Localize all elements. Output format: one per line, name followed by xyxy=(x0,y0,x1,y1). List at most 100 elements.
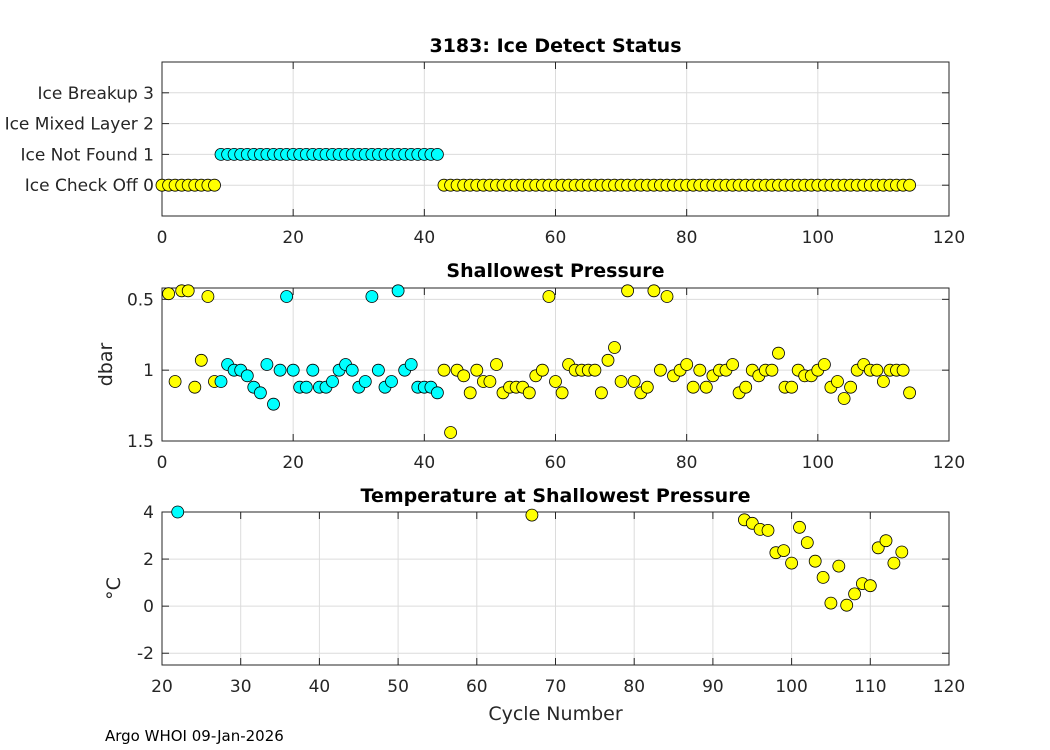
data-point xyxy=(601,353,615,367)
data-point xyxy=(640,380,654,394)
data-point xyxy=(863,579,877,593)
data-point xyxy=(595,386,608,400)
x-tick-label: 90 xyxy=(702,677,724,697)
x-tick-label: 120 xyxy=(933,228,965,248)
data-point xyxy=(654,363,667,377)
x-tick-label: 120 xyxy=(933,453,965,473)
data-point xyxy=(693,363,707,377)
data-point xyxy=(536,363,549,377)
data-point xyxy=(800,536,814,549)
data-point xyxy=(437,363,451,377)
y-tick-label: Ice Mixed Layer 2 xyxy=(5,115,154,135)
data-point xyxy=(181,284,195,298)
data-point xyxy=(818,358,831,371)
x-tick-label: 100 xyxy=(775,677,807,697)
y-axis-label: dbar xyxy=(95,343,117,387)
data-point xyxy=(621,284,634,298)
x-tick-label: 80 xyxy=(676,228,698,248)
chart-title: Shallowest Pressure xyxy=(446,260,664,282)
y-tick-label: -2 xyxy=(137,644,154,664)
data-point xyxy=(490,358,503,371)
data-point xyxy=(457,369,471,383)
data-point xyxy=(739,380,753,394)
x-tick-label: 120 xyxy=(933,677,965,697)
data-point xyxy=(831,375,844,388)
x-tick-label: 70 xyxy=(545,677,567,697)
data-point xyxy=(404,358,418,371)
y-tick-label: 2 xyxy=(143,550,154,570)
data-point xyxy=(273,363,287,377)
data-point xyxy=(483,375,497,388)
x-tick-label: 50 xyxy=(387,677,409,697)
data-point xyxy=(280,290,294,303)
data-point xyxy=(896,363,910,377)
data-point xyxy=(385,375,398,388)
footer-text: Argo WHOI 09-Jan-2026 xyxy=(105,727,284,745)
data-point xyxy=(808,554,822,568)
data-point xyxy=(844,380,857,394)
data-point xyxy=(267,397,280,411)
data-point xyxy=(879,534,893,548)
y-tick-label: 0.5 xyxy=(127,290,154,310)
data-point xyxy=(647,284,661,298)
data-point xyxy=(463,386,477,400)
y-tick-label: Ice Breakup 3 xyxy=(38,84,155,104)
data-point xyxy=(444,426,458,439)
data-point xyxy=(188,380,202,394)
y-tick-label: Ice Not Found 1 xyxy=(20,145,154,165)
data-point xyxy=(162,287,176,301)
data-point xyxy=(686,380,700,394)
data-point xyxy=(627,375,641,388)
data-point xyxy=(371,363,385,377)
data-point xyxy=(726,358,739,371)
x-tick-label: 100 xyxy=(802,453,834,473)
data-point xyxy=(549,375,562,388)
chart-title: Temperature at Shallowest Pressure xyxy=(361,485,751,507)
data-point xyxy=(887,556,901,570)
data-point xyxy=(365,290,379,303)
data-point xyxy=(208,178,221,192)
data-point xyxy=(542,290,556,303)
data-point xyxy=(832,559,846,573)
x-tick-label: 110 xyxy=(854,677,886,697)
data-point xyxy=(777,544,791,557)
x-tick-label: 20 xyxy=(282,228,304,248)
data-point xyxy=(840,598,854,612)
data-point xyxy=(253,386,267,400)
x-tick-label: 40 xyxy=(414,453,436,473)
data-point xyxy=(824,596,838,610)
data-point xyxy=(555,386,569,400)
x-tick-label: 60 xyxy=(545,228,567,248)
data-point xyxy=(522,386,536,400)
data-point xyxy=(608,341,621,354)
y-axis-label: °C xyxy=(103,577,125,600)
data-point xyxy=(903,178,916,192)
data-point xyxy=(201,290,215,303)
x-tick-label: 60 xyxy=(545,453,567,473)
data-point xyxy=(660,290,674,303)
y-tick-label: 1.5 xyxy=(127,432,154,452)
x-tick-label: 40 xyxy=(414,228,436,248)
data-point xyxy=(345,363,359,377)
data-point xyxy=(699,380,713,394)
data-point xyxy=(214,375,228,388)
data-point xyxy=(816,571,830,584)
data-point xyxy=(895,545,909,559)
y-tick-label: 1 xyxy=(143,361,154,381)
x-tick-label: 80 xyxy=(676,453,698,473)
x-tick-label: 0 xyxy=(157,453,168,473)
y-tick-label: 4 xyxy=(143,503,154,523)
shallowest-pressure-chart: 0 20 40 60 80 100 120 0.5 1 1.5 Shallowest Pressur… xyxy=(95,260,965,473)
data-point xyxy=(326,375,339,388)
data-point xyxy=(765,363,779,377)
data-point xyxy=(588,363,602,377)
data-point xyxy=(680,358,694,371)
x-tick-label: 40 xyxy=(309,677,331,697)
data-point xyxy=(772,346,785,360)
data-point xyxy=(306,363,320,377)
data-point xyxy=(837,392,851,405)
chart-title: 3183: Ice Detect Status xyxy=(429,35,681,57)
data-point xyxy=(785,380,798,394)
data-point xyxy=(614,375,628,388)
